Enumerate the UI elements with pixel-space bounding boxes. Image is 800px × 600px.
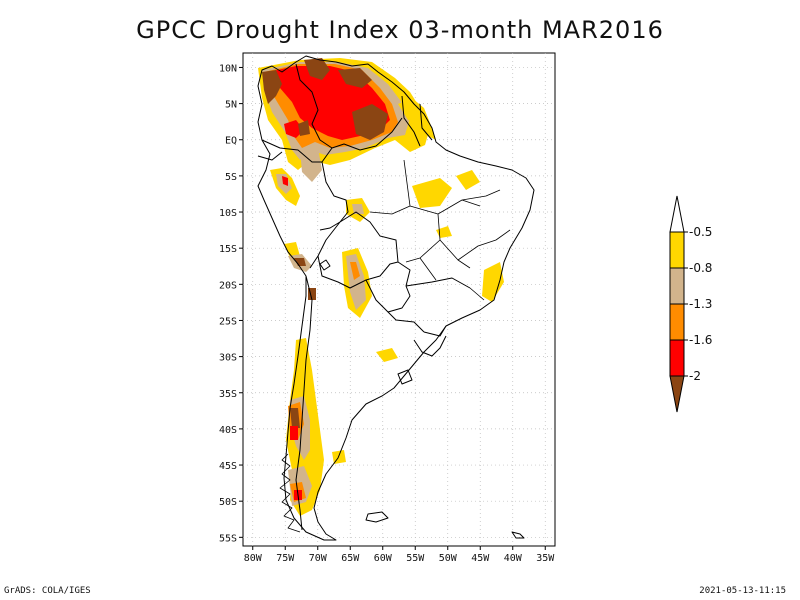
lon-label: 80W	[244, 553, 263, 564]
legend-label: -1.3	[689, 297, 712, 311]
border-bolivia-south	[317, 255, 399, 289]
lake-titicaca	[319, 259, 331, 271]
lon-label: 40W	[504, 553, 523, 564]
shade-chile-south-brown	[290, 408, 300, 428]
legend-tip-top	[669, 195, 685, 233]
map-frame	[242, 52, 556, 547]
lat-label: 10S	[219, 208, 237, 219]
lat-label: 40S	[219, 425, 237, 436]
lon-label: 75W	[276, 553, 295, 564]
lat-label: 30S	[219, 353, 237, 364]
country-outlines	[257, 55, 535, 541]
latitude-labels: 10N 5N EQ 5S 10S 15S 20S 25S 30S 35S 40S 45S 50S 55S	[219, 63, 243, 544]
shade-bolivia-east-orange	[350, 262, 360, 280]
border-paraguay	[365, 279, 411, 313]
drought-shading	[258, 58, 504, 516]
border-colombia-peru	[261, 139, 333, 163]
legend-colorbar: -0.5 -0.8 -1.3 -1.6 -2	[669, 195, 712, 413]
border-guyana	[401, 95, 421, 147]
legend-label: -2	[689, 369, 701, 383]
lon-label: 50W	[439, 553, 458, 564]
lat-label: 10N	[219, 63, 237, 74]
shade-uruguay	[376, 348, 398, 362]
shade-argentina-east	[332, 450, 346, 464]
border-uruguay	[413, 335, 447, 357]
border-suriname	[419, 103, 433, 141]
border-brazil-east	[405, 277, 471, 289]
lat-label: 55S	[219, 533, 237, 544]
falklands	[365, 511, 389, 523]
shade-amazon-west	[300, 148, 322, 182]
south-georgia	[511, 531, 525, 539]
legend-tip-bottom	[669, 375, 685, 413]
border-ecuador	[257, 151, 283, 161]
lat-label: 5S	[225, 172, 237, 183]
lagoa-dos-patos	[397, 369, 413, 385]
lon-label: 65W	[341, 553, 360, 564]
shade-north-exceptional-4	[352, 104, 388, 140]
shade-chile-south-red	[290, 426, 298, 440]
shade-guiana	[398, 98, 436, 140]
shade-arica-brown	[294, 258, 306, 266]
continent-outline	[257, 55, 535, 541]
legend-swatch	[669, 231, 685, 269]
shade-north-exceptional	[262, 70, 282, 104]
lon-label: 45W	[471, 553, 490, 564]
border-argentina-brazil	[423, 325, 447, 337]
border-colombia-venezuela	[295, 63, 333, 149]
footer-credit: GrADS: COLA/IGES	[4, 586, 91, 596]
lat-label: 25S	[219, 316, 237, 327]
legend-label: -0.8	[689, 261, 712, 275]
shade-ne-brazil-2	[456, 170, 480, 190]
legend-swatch	[669, 267, 685, 305]
border-peru-bolivia	[309, 221, 341, 269]
legend-label: -1.6	[689, 333, 712, 347]
map-title: GPCC Drought Index 03-month MAR2016	[136, 16, 664, 44]
lat-label: EQ	[225, 136, 237, 147]
shade-bolivia-north-tan	[352, 204, 364, 214]
border-venezuela-brazil	[331, 117, 403, 151]
lat-label: 50S	[219, 497, 237, 508]
lon-label: 55W	[406, 553, 425, 564]
lat-label: 5N	[225, 100, 237, 111]
legend-swatch	[669, 339, 685, 377]
border-chile-argentina	[295, 275, 313, 531]
border-bolivia-brazil	[339, 211, 411, 287]
shade-brazil-south	[482, 262, 504, 302]
lon-label: 70W	[309, 553, 328, 564]
lon-label: 60W	[374, 553, 393, 564]
state-lines	[369, 159, 511, 301]
shade-north-exceptional-3	[338, 68, 372, 88]
shade-ne-brazil	[412, 178, 452, 208]
footer-timestamp: 2021-05-13-11:15	[699, 586, 786, 596]
shade-colombia-brown	[298, 120, 310, 136]
shade-bolivia-east-tan	[346, 254, 366, 310]
border-paraguay-argentina	[387, 311, 425, 333]
longitude-labels: 80W 75W 70W 65W 60W 55W 50W 45W 40W 35W	[244, 546, 555, 564]
shade-peru-red	[282, 176, 288, 186]
legend-swatch	[669, 303, 685, 341]
lat-label: 35S	[219, 389, 237, 400]
border-peru-brazil	[321, 161, 349, 223]
shade-north-exceptional-2	[304, 58, 330, 80]
lat-label: 15S	[219, 244, 237, 255]
lon-label: 35W	[536, 553, 555, 564]
lat-label: 45S	[219, 461, 237, 472]
lat-label: 20S	[219, 280, 237, 291]
legend-label: -0.5	[689, 225, 712, 239]
shade-brazil-mid	[436, 226, 452, 238]
chile-archipelago	[279, 453, 301, 533]
